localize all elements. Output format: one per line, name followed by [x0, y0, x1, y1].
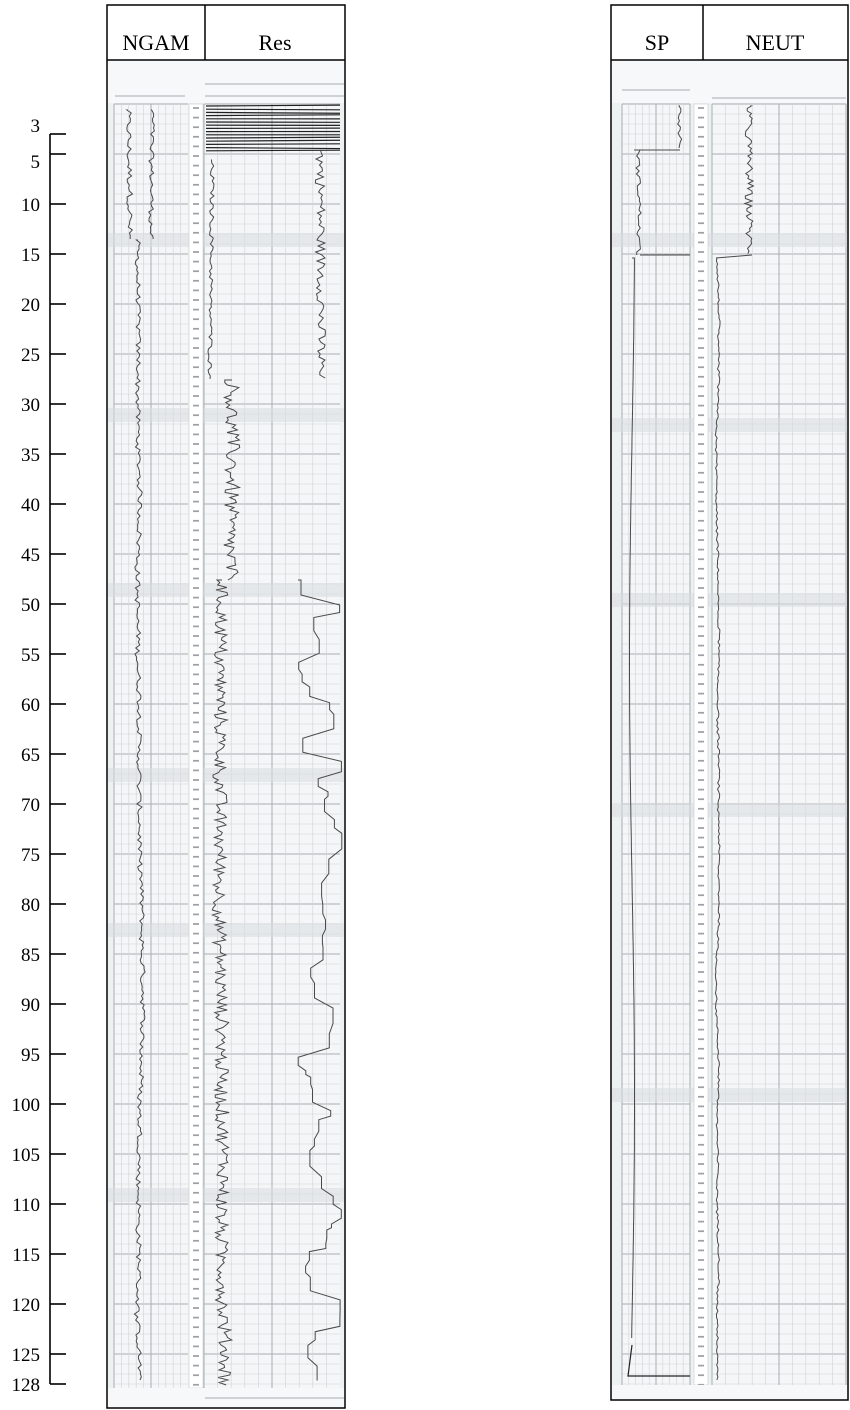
- res-trace: [205, 108, 341, 111]
- depth-label: 85: [21, 945, 40, 966]
- depth-label: 10: [21, 195, 40, 216]
- scan-fold-band: [612, 418, 847, 432]
- left-scale-header: [108, 61, 344, 103]
- res-trace: [205, 149, 341, 152]
- depth-label: 50: [21, 595, 40, 616]
- depth-label: 15: [21, 245, 40, 266]
- depth-scale: 3510152025303540455055606570758085909510…: [12, 116, 66, 1396]
- scan-fold-band: [108, 408, 344, 422]
- res-trace: [205, 136, 341, 139]
- res-trace: [205, 111, 341, 114]
- depth-label: 110: [12, 1195, 40, 1216]
- depth-label: 115: [12, 1245, 40, 1266]
- left-log-panel: NGAM Res: [106, 4, 346, 1409]
- sp-curve-mid: [635, 149, 642, 256]
- scan-fold-band: [108, 583, 344, 597]
- res-shallow-curve: [207, 159, 215, 380]
- res-shallow-curve-3: [211, 579, 234, 1386]
- scan-fold-band: [108, 233, 344, 247]
- depth-label: 60: [21, 695, 40, 716]
- res-trace: [205, 104, 341, 107]
- depth-label: 35: [21, 445, 40, 466]
- depth-label: 105: [12, 1145, 41, 1166]
- sp-curve-top: [677, 105, 683, 149]
- sp-curve-end: [627, 1344, 690, 1377]
- res-trace: [205, 139, 341, 142]
- res-trace: [205, 114, 341, 117]
- depth-label: 65: [21, 745, 40, 766]
- res-saturated-zone: [205, 104, 341, 152]
- sp-header: SP: [645, 30, 669, 55]
- depth-label: 128: [12, 1375, 41, 1396]
- left-grid: [108, 103, 344, 1388]
- depth-label: 80: [21, 895, 40, 916]
- res-header: Res: [259, 30, 292, 55]
- depth-label: 20: [21, 295, 40, 316]
- depth-label: 45: [21, 545, 40, 566]
- depth-label: 75: [21, 845, 40, 866]
- neut-step: [715, 254, 753, 259]
- left-scale-footer: [108, 1388, 344, 1407]
- depth-label: 125: [12, 1345, 41, 1366]
- scan-fold-band: [612, 233, 847, 247]
- res-deep-curve: [314, 149, 327, 379]
- res-deep-curve-2: [297, 579, 343, 1381]
- ngam-curve-2: [148, 109, 155, 240]
- depth-label: 100: [12, 1095, 41, 1116]
- ngam-curve: [133, 239, 146, 1381]
- ngam-curve-top: [125, 109, 134, 240]
- neut-curve-top: [743, 105, 755, 254]
- right-log-panel: SP NEUT: [610, 4, 849, 1401]
- depth-label: 95: [21, 1045, 40, 1066]
- depth-label: 55: [21, 645, 40, 666]
- scan-fold-band: [108, 768, 344, 782]
- depth-column: [188, 103, 204, 1389]
- scan-fold-band: [612, 593, 847, 607]
- left-log-scan: [108, 61, 344, 1407]
- res-shallow-curve-2: [222, 379, 242, 581]
- scan-fold-band: [108, 923, 344, 937]
- right-scale-footer: [612, 1385, 847, 1399]
- right-grid: [612, 103, 847, 1385]
- depth-label: 3: [31, 116, 41, 137]
- neut-header: NEUT: [746, 30, 805, 55]
- depth-label: 90: [21, 995, 40, 1016]
- scan-fold-band: [612, 1088, 847, 1102]
- neut-curve: [714, 257, 721, 1381]
- right-log-scan: [612, 61, 847, 1399]
- scan-fold-band: [612, 803, 847, 817]
- res-trace: [205, 147, 341, 150]
- ngam-header: NGAM: [122, 30, 189, 55]
- sp-curve: [629, 257, 635, 1339]
- scan-fold-band: [108, 1188, 344, 1202]
- depth-label: 30: [21, 395, 40, 416]
- right-scale-header: [612, 61, 847, 103]
- depth-label: 5: [31, 152, 41, 173]
- depth-label: 40: [21, 495, 40, 516]
- depth-label: 120: [12, 1295, 41, 1316]
- res-trace: [205, 143, 341, 145]
- depth-label: 70: [21, 795, 40, 816]
- depth-label: 25: [21, 345, 40, 366]
